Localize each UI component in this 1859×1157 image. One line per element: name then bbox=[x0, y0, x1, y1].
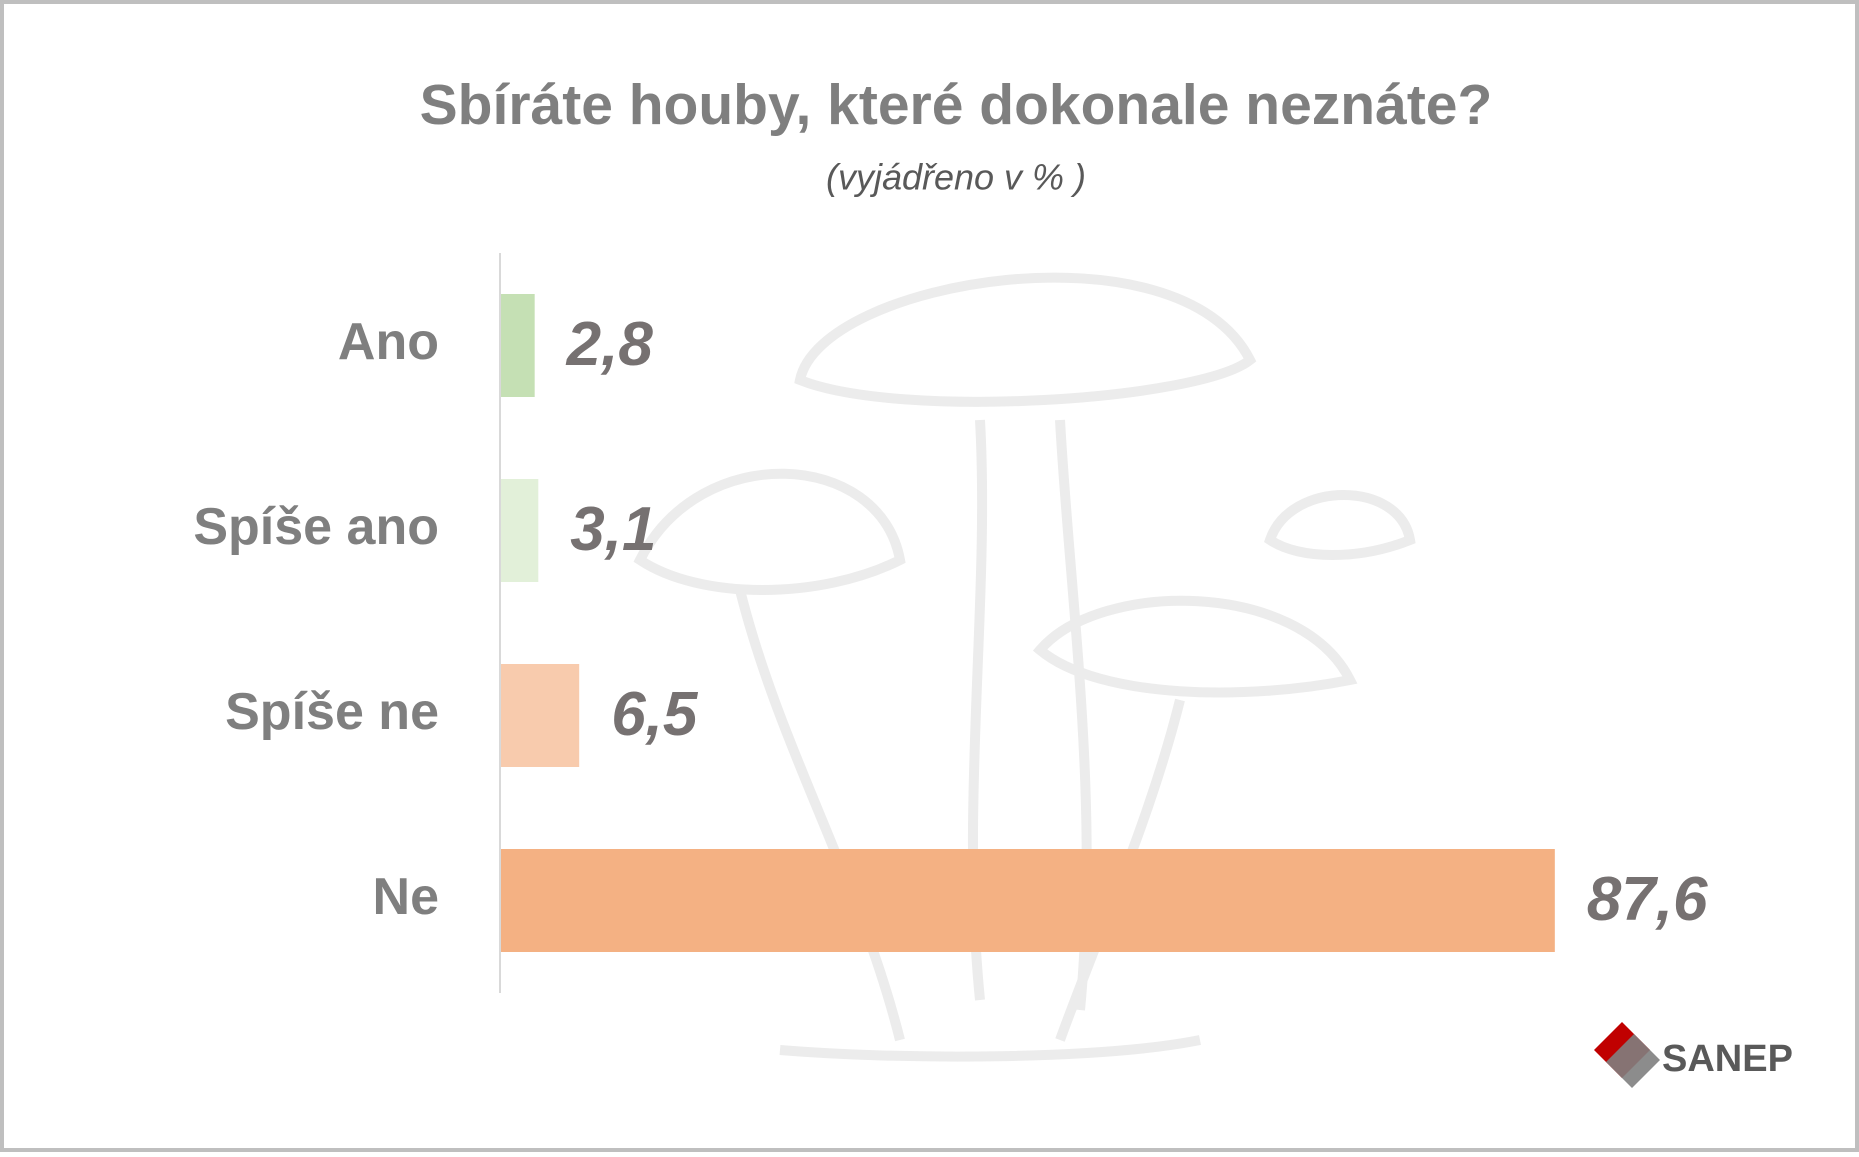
category-label: Ne bbox=[373, 868, 439, 926]
bar bbox=[501, 479, 539, 582]
value-label: 2,8 bbox=[566, 310, 654, 379]
bar bbox=[501, 849, 1555, 952]
value-label: 3,1 bbox=[570, 495, 656, 564]
logo: SANEP bbox=[1594, 1022, 1793, 1088]
value-label: 87,6 bbox=[1587, 865, 1708, 934]
logo-mark bbox=[1606, 1034, 1660, 1088]
category-label: Spíše ne bbox=[225, 683, 439, 741]
logo-text: SANEP bbox=[1662, 1038, 1793, 1080]
category-label: Spíše ano bbox=[193, 498, 439, 556]
chart-subtitle: (vyjádřeno v % ) bbox=[826, 157, 1086, 198]
bar bbox=[501, 294, 535, 397]
bar bbox=[501, 664, 580, 767]
category-label: Ano bbox=[338, 313, 439, 371]
chart-title: Sbíráte houby, které dokonale neznáte? bbox=[420, 73, 1493, 137]
value-label: 6,5 bbox=[611, 680, 699, 749]
